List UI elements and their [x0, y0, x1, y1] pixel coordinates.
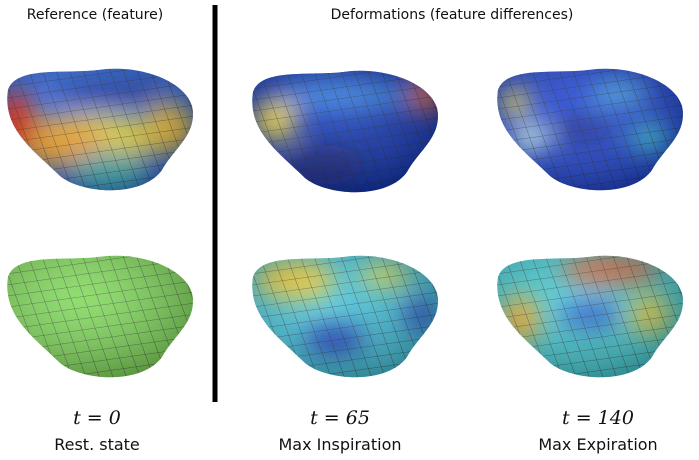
time-label: t = 0	[73, 407, 121, 429]
mesh-inspiration-feature	[252, 71, 443, 193]
caption: Rest. state	[54, 435, 140, 454]
time-label: t = 65	[310, 407, 370, 429]
caption: Max Expiration	[538, 435, 657, 454]
right-header: Deformations (feature differences)	[331, 7, 574, 23]
caption: Max Inspiration	[279, 435, 402, 454]
mesh-expiration-rest	[497, 256, 683, 378]
left-header: Reference (feature)	[27, 7, 163, 23]
mesh-expiration-feature	[497, 69, 683, 191]
time-label: t = 140	[562, 407, 634, 429]
mesh-reference-feature	[0, 69, 195, 193]
figure: Reference (feature) Deformations (featur…	[0, 0, 699, 460]
mesh-reference-rest	[7, 256, 193, 378]
mesh-inspiration-rest	[252, 256, 438, 378]
